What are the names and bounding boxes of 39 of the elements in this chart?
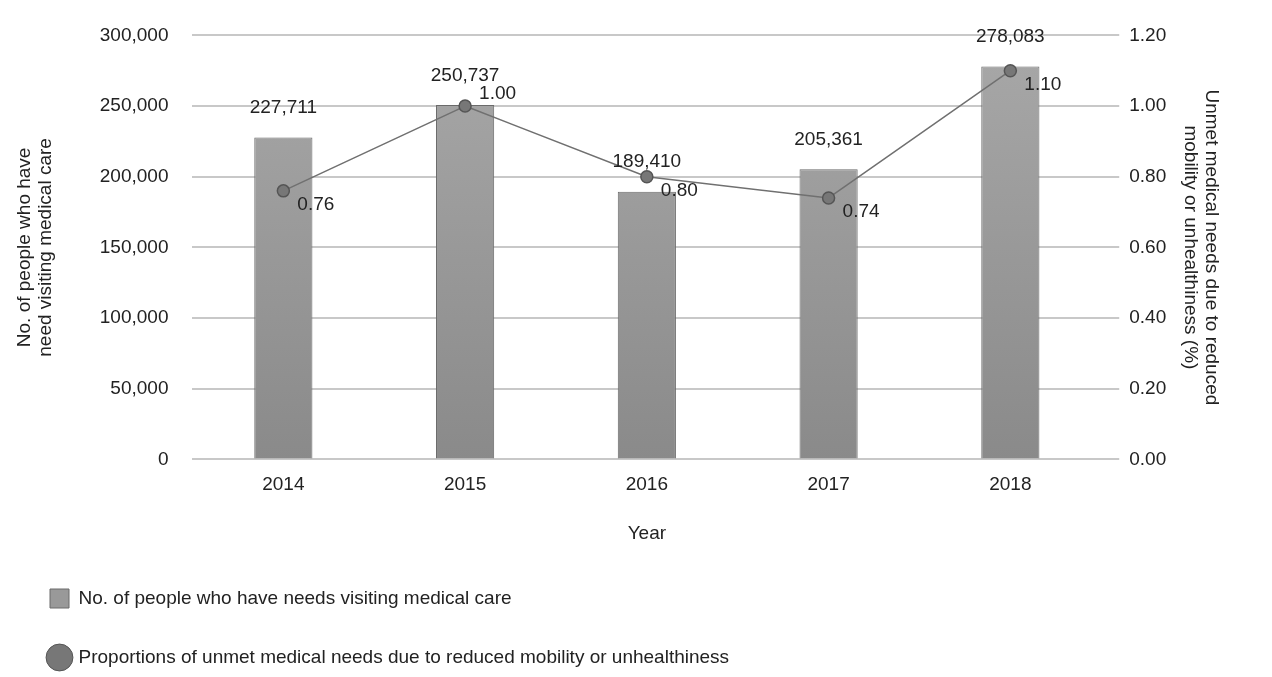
data-label: 189,410	[612, 150, 682, 172]
point	[640, 169, 654, 184]
legend-label: No. of people who have needs visiting medical care	[78, 586, 512, 608]
data-label: 0.74	[842, 200, 881, 222]
x-tick-label: 2014	[262, 473, 305, 495]
y-tick-label: 0	[157, 447, 169, 469]
data-label: 1.10	[1024, 72, 1062, 94]
y2-axis-title: Unmet medical needs due to reduced mobility or unhealthiness (%)	[1181, 89, 1224, 406]
data-label: 0.76	[297, 193, 335, 215]
y2-tick-label: 0.20	[1129, 376, 1167, 398]
x-tick-label: 2016	[625, 473, 668, 495]
y-tick-label: 200,000	[99, 164, 169, 186]
data-label: 0.80	[660, 178, 698, 200]
point	[1003, 63, 1018, 78]
point	[276, 184, 291, 198]
y-axis-title: No. of people who have need visiting medical care	[12, 138, 55, 357]
y2-tick-label: 1.20	[1129, 23, 1167, 45]
y2-tick-label: 0.80	[1129, 164, 1167, 186]
x-tick-label: 2015	[443, 473, 487, 495]
y-tick-label: 300,000	[99, 23, 169, 45]
y2-tick-label: 1.00	[1129, 94, 1167, 116]
y-tick-label: 250,000	[99, 94, 169, 116]
data-label: 227,711	[249, 96, 317, 118]
data-label: 278,083	[976, 25, 1045, 47]
y-tick-label: 100,000	[99, 306, 169, 328]
y2-tick-label: 0.40	[1129, 306, 1167, 328]
data-label: 1.00	[479, 82, 517, 104]
x-tick-label: 2018	[989, 473, 1032, 495]
y-tick-label: 150,000	[99, 235, 169, 257]
point	[458, 99, 472, 113]
x-axis-title: Year	[627, 521, 667, 543]
legend-label: Proportions of unmet medical needs due to reduced mobility or unhealthiness	[78, 645, 730, 667]
data-label: 205,361	[794, 127, 863, 149]
y-tick-label: 50,000	[110, 376, 169, 398]
y2-tick-label: 0.60	[1129, 235, 1167, 257]
data-label: 250,737	[430, 63, 500, 85]
point	[821, 191, 836, 205]
x-tick-label: 2017	[807, 473, 850, 495]
y2-tick-label: 0.00	[1129, 447, 1167, 469]
